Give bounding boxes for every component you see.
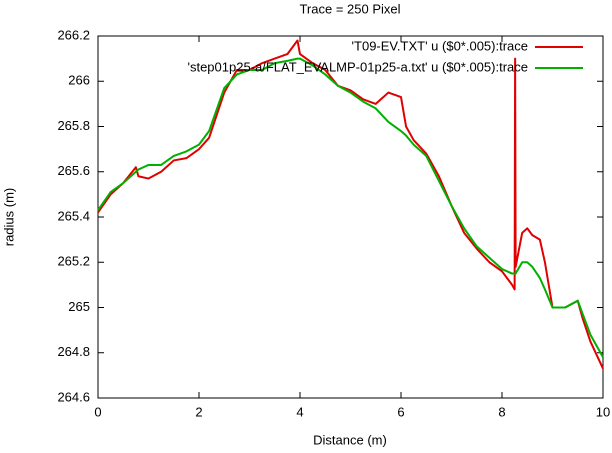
legend-label: 'step01p25-a/FLAT_EVALMP-01p25-a.txt' u … [187,59,528,74]
x-tick-label: 8 [498,404,505,419]
y-tick-label: 265.2 [57,254,90,269]
y-tick-label: 264.8 [57,344,90,359]
y-tick-label: 266 [68,73,90,88]
x-tick-label: 2 [195,404,202,419]
y-tick-label: 266.2 [57,27,90,42]
x-tick-label: 10 [596,404,610,419]
data-line [97,57,604,358]
legend-label: 'T09-EV.TXT' u ($0*.005):trace [352,38,528,53]
x-axis-label: Distance (m) [313,432,387,447]
y-tick-label: 265.4 [57,208,90,223]
x-tick-label: 0 [94,404,101,419]
data-line [97,39,604,370]
y-tick-label: 265.8 [57,118,90,133]
y-tick-label: 265 [68,299,90,314]
chart-title: Trace = 250 Pixel [299,1,400,16]
y-tick-label: 265.6 [57,163,90,178]
y-axis-label: radius (m) [1,188,16,247]
y-tick-label: 264.6 [57,389,90,404]
plot-frame [97,35,604,399]
x-tick-label: 6 [397,404,404,419]
x-tick-label: 4 [296,404,303,419]
